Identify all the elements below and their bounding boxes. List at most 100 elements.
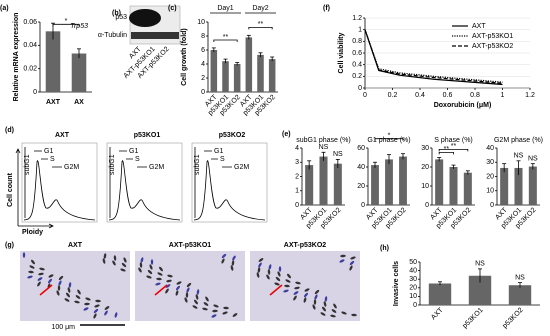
- cell: [37, 277, 43, 281]
- cell: [322, 306, 326, 312]
- chart-title: G2M phase (%): [494, 137, 543, 144]
- cell: [195, 294, 199, 300]
- x-tick-label: AXT: [46, 99, 61, 106]
- cell: [277, 271, 281, 277]
- cell: [350, 256, 356, 260]
- x-axis-label: Doxorubicin (μM): [434, 102, 492, 109]
- cell: [194, 299, 198, 305]
- y-tick-label: 6: [201, 47, 205, 54]
- y-tick-label: 50: [409, 259, 417, 266]
- annotation: *: [65, 18, 68, 25]
- cell: [139, 262, 143, 268]
- gate-label: G1: [44, 148, 53, 155]
- y-tick-label: 30: [409, 276, 417, 283]
- cell: [349, 265, 353, 271]
- cell: [159, 266, 163, 272]
- bar: [528, 166, 537, 205]
- micrograph: [250, 251, 360, 321]
- cell: [57, 285, 61, 291]
- cell: [287, 273, 291, 279]
- cell: [94, 304, 100, 308]
- x-tick-label: 0.8: [470, 92, 480, 99]
- bar: [333, 163, 342, 205]
- cell: [285, 279, 291, 283]
- bracket: [438, 149, 469, 152]
- cell: [314, 289, 320, 295]
- cell: [22, 252, 26, 258]
- bar: [233, 64, 241, 92]
- cell: [324, 296, 328, 302]
- cell: [211, 314, 217, 318]
- y-tick-label: 1: [295, 188, 299, 195]
- cell: [205, 296, 209, 302]
- cell: [150, 259, 154, 265]
- panel-label: (f): [323, 5, 330, 12]
- cell: [221, 253, 227, 259]
- chart-title: G1 phase (%): [367, 137, 410, 144]
- annotation: *: [388, 133, 391, 140]
- cell: [121, 262, 127, 268]
- cell: [213, 304, 219, 308]
- cell: [58, 280, 62, 286]
- blot-band: [131, 32, 179, 39]
- blot-band: [129, 9, 161, 27]
- y-axis-label: Cell count: [7, 172, 14, 207]
- cell: [103, 253, 107, 259]
- x-axis-label: Ploidy: [22, 229, 43, 236]
- cell: [84, 302, 90, 306]
- cell: [222, 311, 228, 315]
- histogram: [23, 160, 96, 221]
- line: [364, 29, 503, 86]
- arrow: [39, 284, 53, 296]
- cell: [155, 282, 161, 286]
- y-tick-label: 1.2: [352, 15, 362, 22]
- panel-label: (h): [380, 245, 389, 252]
- annotation: NS: [475, 261, 485, 268]
- cell: [48, 274, 54, 278]
- group-label: Day2: [252, 5, 268, 12]
- panel-label: (d): [5, 127, 14, 134]
- y-tick-label: 0.02: [23, 66, 37, 73]
- cell: [304, 288, 310, 292]
- cell: [184, 297, 188, 303]
- annotation: NS: [515, 274, 525, 281]
- x-tick-label: AX: [74, 99, 84, 106]
- cell: [123, 257, 127, 263]
- y-tick-label: 0.2: [352, 73, 362, 80]
- y-tick-label: 20: [421, 164, 429, 171]
- cell: [351, 313, 357, 317]
- arrow: [269, 284, 283, 296]
- cell: [303, 292, 309, 298]
- y-tick-label: 30: [421, 145, 429, 152]
- y-tick-label: 0: [490, 202, 494, 209]
- cell: [232, 313, 238, 317]
- y-tick-label: 60: [357, 145, 365, 152]
- bar: [449, 167, 458, 205]
- gate-label: G1: [214, 148, 223, 155]
- y-tick-label: 0: [425, 202, 429, 209]
- image-title: AXT-p53KO1: [169, 242, 212, 249]
- cell: [85, 297, 91, 301]
- cell: [165, 284, 171, 288]
- flow-frame: [21, 142, 98, 223]
- cell: [323, 301, 327, 307]
- cell: [202, 307, 208, 311]
- gate-label: G1: [129, 148, 138, 155]
- gate-label: S: [220, 156, 225, 163]
- y-tick-label: 4: [201, 61, 205, 68]
- y-tick-label: 30: [486, 159, 494, 166]
- cell: [104, 310, 108, 316]
- y-tick-label: 40: [486, 145, 494, 152]
- x-tick-label: p53KO2: [502, 307, 525, 330]
- cell: [37, 281, 41, 287]
- panel-label: (c): [168, 5, 177, 12]
- cell: [95, 299, 101, 303]
- bar: [500, 167, 509, 205]
- bar: [319, 156, 328, 205]
- cell: [146, 275, 152, 279]
- cell: [56, 290, 60, 296]
- cell: [258, 262, 262, 268]
- bracket: [374, 138, 404, 141]
- x-tick-label: 0.4: [415, 92, 425, 99]
- cell: [293, 291, 299, 295]
